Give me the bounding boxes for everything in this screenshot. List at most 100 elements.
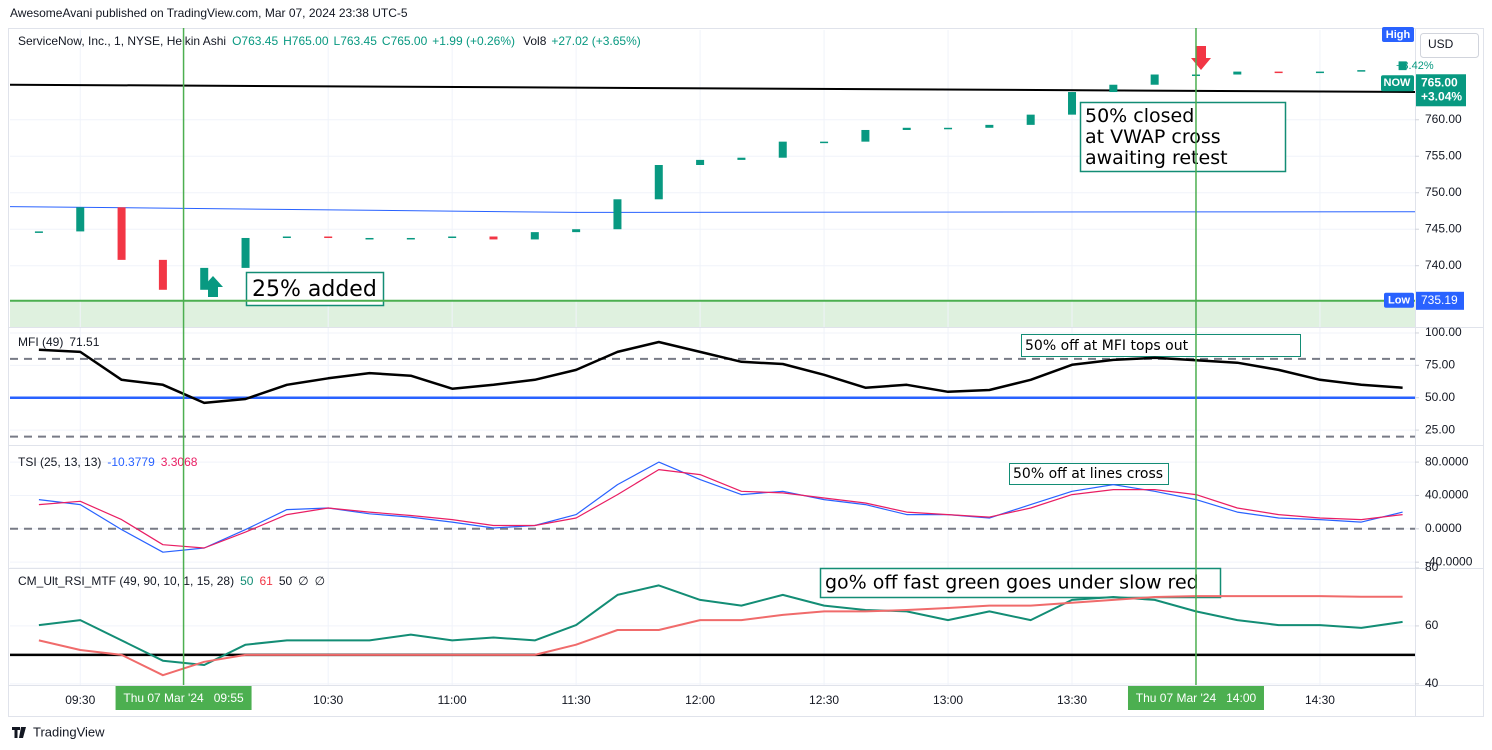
y-tick-label: 75.00 bbox=[1425, 358, 1455, 372]
low-badge bbox=[1384, 292, 1414, 308]
annotation-box bbox=[819, 567, 1222, 599]
candle bbox=[1274, 71, 1283, 74]
x-tick-label: 11:30 bbox=[562, 693, 591, 707]
candle bbox=[902, 127, 911, 130]
candle bbox=[1026, 114, 1035, 125]
y-tick-label: 40 bbox=[1425, 676, 1439, 690]
pane-title: TSI (25, 13, 13) bbox=[18, 455, 101, 469]
series-line bbox=[38, 595, 1403, 677]
y-tick-label: 100.00 bbox=[1425, 325, 1462, 339]
legend-value: L763.45 bbox=[334, 34, 378, 48]
candle bbox=[572, 229, 581, 233]
y-tick-label: 25.00 bbox=[1425, 422, 1455, 436]
x-tick-label: 14:30 bbox=[1305, 693, 1335, 707]
y-tick-label: 745.00 bbox=[1425, 221, 1462, 235]
x-tick-label: 13:30 bbox=[1057, 693, 1087, 707]
currency[interactable]: USD bbox=[1428, 37, 1454, 51]
pane-legend: CM_Ult_RSI_MTF (49, 90, 10, 1, 15, 28) 50… bbox=[18, 574, 325, 588]
y-tick-label: 755.00 bbox=[1425, 148, 1462, 162]
currency-button[interactable] bbox=[1420, 33, 1479, 58]
y-tick-label: 80.0000 bbox=[1425, 454, 1469, 468]
low-label: Low bbox=[1388, 295, 1410, 307]
legend-value: Vol8 bbox=[523, 34, 547, 48]
y-tick-label: 750.00 bbox=[1425, 185, 1462, 199]
sell-arrow bbox=[1191, 46, 1211, 70]
series-line bbox=[38, 340, 1403, 405]
y-tick-label: 40.0000 bbox=[1425, 488, 1469, 502]
candle bbox=[1150, 74, 1159, 85]
x-tick-label: 11:00 bbox=[438, 693, 467, 707]
candle bbox=[406, 237, 415, 240]
now-change: +3.04% bbox=[1421, 89, 1462, 103]
low-zone bbox=[10, 300, 1415, 327]
candle bbox=[1068, 92, 1077, 115]
legend: ServiceNow, Inc., 1, NYSE, Heikin Ashi O7… bbox=[18, 34, 641, 48]
candle bbox=[1357, 70, 1366, 72]
candle bbox=[654, 165, 663, 200]
buy-arrow bbox=[203, 276, 223, 297]
annotation: go% off fast green goes under slow red bbox=[825, 572, 1199, 594]
legend-value: H765.00 bbox=[283, 34, 329, 48]
series-line bbox=[9, 83, 1416, 93]
x-tick-label: 12:30 bbox=[809, 693, 839, 707]
y-tick-label: 60 bbox=[1425, 618, 1439, 632]
candle bbox=[200, 267, 209, 290]
marker-label: Thu 07 Mar '24 14:00 bbox=[1136, 691, 1257, 705]
annotation-box bbox=[1021, 334, 1301, 357]
candle bbox=[158, 259, 167, 290]
annotation-box bbox=[1079, 101, 1287, 173]
high-label: High bbox=[1386, 29, 1411, 41]
marker-label: Thu 07 Mar '24 09:55 bbox=[123, 691, 244, 705]
candle bbox=[737, 157, 746, 160]
annotation: 50% closed at VWAP cross awaiting retest bbox=[1085, 105, 1228, 169]
now-value: 765.00 bbox=[1421, 75, 1458, 89]
logo bbox=[12, 727, 26, 738]
y-tick-label: 760.00 bbox=[1425, 112, 1462, 126]
candle bbox=[1398, 61, 1407, 71]
y-tick-label: 740.00 bbox=[1425, 258, 1462, 272]
candle bbox=[778, 141, 787, 158]
price-badge bbox=[1416, 291, 1464, 310]
candle bbox=[944, 127, 953, 130]
legend-value: -10.3779 bbox=[107, 455, 155, 469]
candle bbox=[861, 129, 870, 142]
candle bbox=[324, 236, 333, 239]
candle bbox=[117, 207, 126, 260]
annotation-box bbox=[1009, 463, 1169, 485]
background-layer bbox=[10, 30, 1415, 685]
series-line bbox=[38, 461, 1403, 553]
series-line bbox=[9, 206, 1416, 213]
x-tick-label: 10:30 bbox=[313, 693, 343, 707]
y-tick-label: 0.0000 bbox=[1425, 521, 1462, 535]
y-tick-label: -40.0000 bbox=[1425, 554, 1473, 568]
annotation-line: awaiting retest bbox=[1085, 147, 1228, 169]
low-value: 735.19 bbox=[1421, 293, 1458, 307]
now-label: NOW bbox=[1384, 77, 1412, 89]
candle bbox=[282, 236, 291, 239]
candle bbox=[34, 231, 43, 233]
legend-value: ∅ bbox=[298, 574, 308, 588]
marker-badge bbox=[1127, 686, 1264, 710]
marker-badge bbox=[115, 686, 252, 710]
legend-value: 3.3068 bbox=[161, 455, 198, 469]
y-tick-label: 80 bbox=[1425, 560, 1439, 574]
legend-value: +1.99 (+0.26%) bbox=[432, 34, 515, 48]
series-line bbox=[38, 584, 1403, 666]
candle bbox=[613, 199, 622, 230]
candle bbox=[489, 236, 498, 240]
candle bbox=[696, 159, 705, 165]
pane-legend: MFI (49) 71.51 bbox=[18, 335, 100, 349]
x-tick-label: 12:00 bbox=[685, 693, 715, 707]
pane-legend: TSI (25, 13, 13) -10.3779 3.3068 bbox=[18, 455, 198, 469]
y-tick-label: 50.00 bbox=[1425, 390, 1455, 404]
candle bbox=[1315, 71, 1324, 74]
price-badge bbox=[1416, 74, 1466, 107]
annotation: 50% off at lines cross bbox=[1013, 466, 1163, 482]
candle bbox=[365, 237, 374, 240]
legend-value: 71.51 bbox=[69, 335, 99, 349]
legend-value: 50 bbox=[240, 574, 254, 588]
footer: TradingView bbox=[33, 724, 105, 739]
legend-value: 61 bbox=[259, 574, 273, 588]
symbol-title: ServiceNow, Inc., 1, NYSE, Heikin Ashi bbox=[18, 34, 226, 48]
